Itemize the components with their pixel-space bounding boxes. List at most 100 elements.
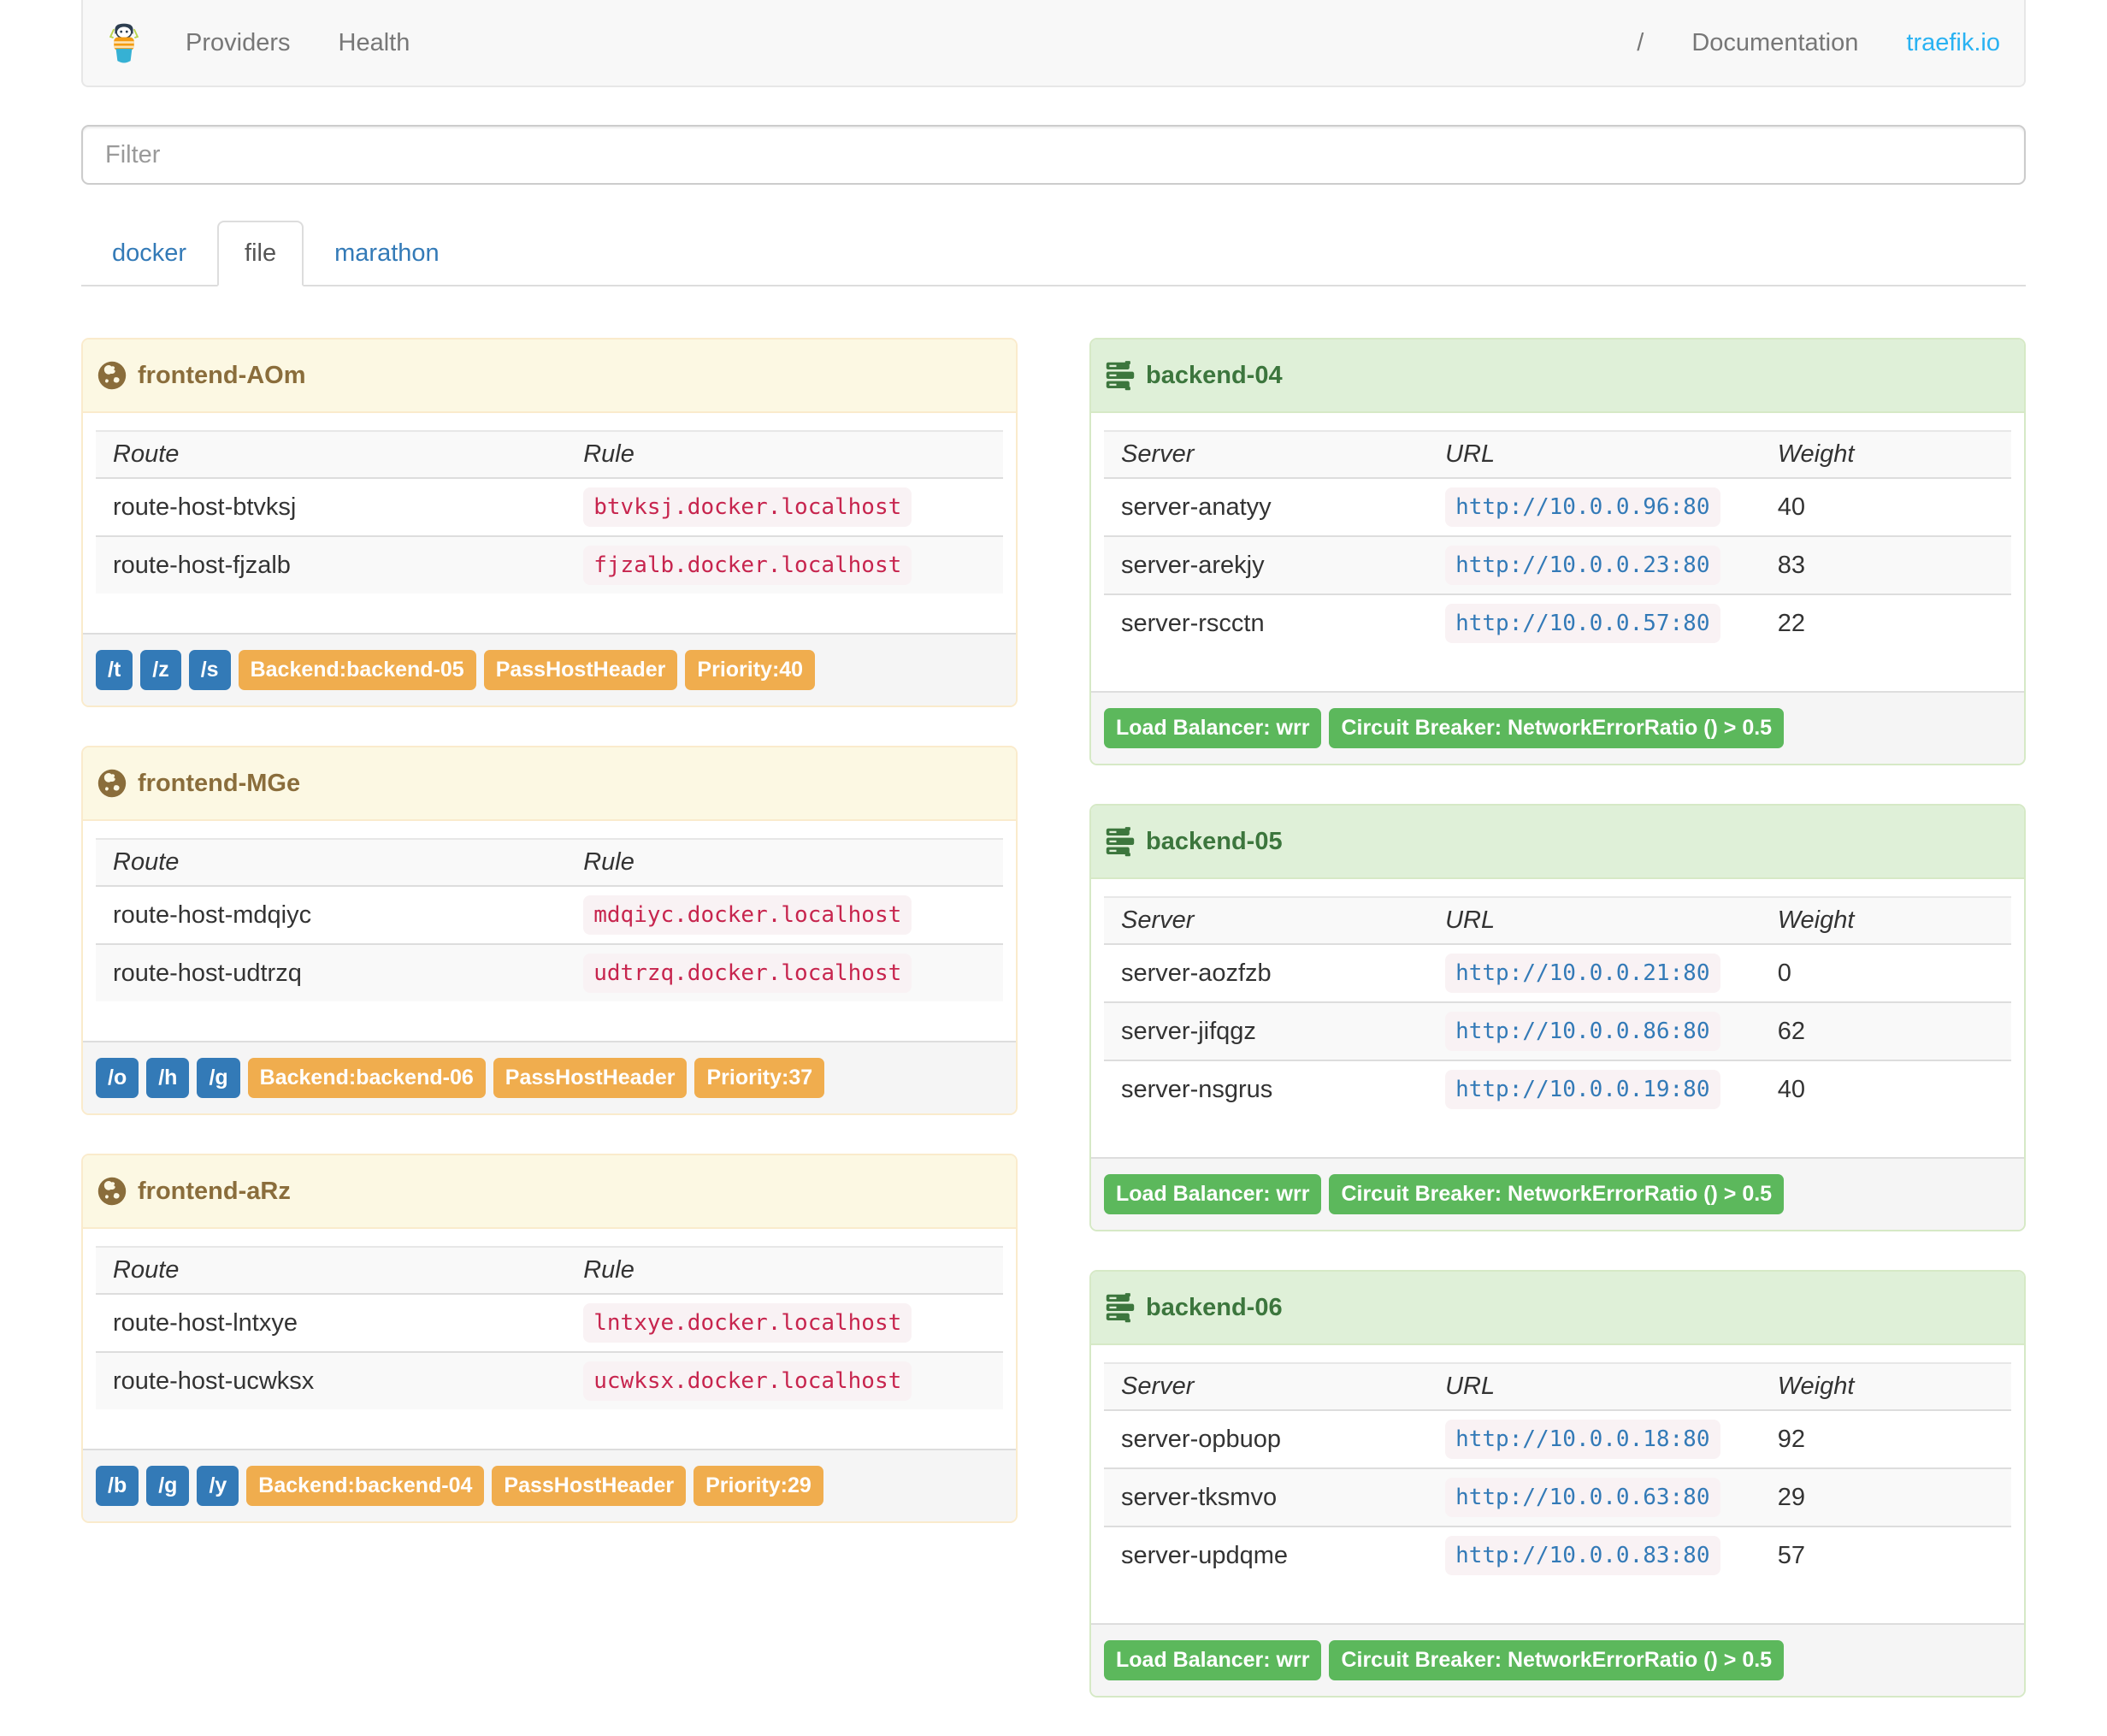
- frontend-tag-label: PassHostHeader: [493, 1058, 688, 1098]
- route-row: route-host-lntxye lntxye.docker.localhos…: [96, 1294, 1003, 1352]
- server-name-cell: server-updqme: [1121, 1541, 1289, 1569]
- route-row: route-host-mdqiyc mdqiyc.docker.localhos…: [96, 886, 1003, 944]
- server-column-header: Server: [1121, 440, 1195, 468]
- content-row: frontend-AOm Route Rule route-host-btvks…: [81, 338, 2026, 1736]
- server-row: server-arekjy http://10.0.0.23:80 83: [1104, 536, 2011, 594]
- server-row: server-nsgrus http://10.0.0.19:80 40: [1104, 1060, 2011, 1118]
- routes-table-body: route-host-mdqiyc mdqiyc.docker.localhos…: [96, 886, 1003, 1001]
- server-column-header: Server: [1121, 1373, 1195, 1400]
- frontend-tag-label: Priority:37: [694, 1058, 825, 1098]
- backend-tag-label: Circuit Breaker: NetworkErrorRatio () > …: [1329, 708, 1785, 748]
- entrypoint-label: /b: [96, 1466, 139, 1506]
- route-name-cell: route-host-udtrzq: [113, 959, 302, 987]
- backend-tag-label: Load Balancer: wrr: [1104, 1174, 1322, 1214]
- entrypoint-label: /t: [96, 650, 133, 690]
- filter-section: [81, 125, 2026, 185]
- route-column-header: Route: [113, 440, 180, 468]
- frontend-panel: frontend-AOm Route Rule route-host-btvks…: [81, 338, 1018, 707]
- server-url-link[interactable]: http://10.0.0.21:80: [1445, 954, 1720, 993]
- url-column-header: URL: [1445, 1373, 1496, 1400]
- server-rack-icon: [1106, 827, 1135, 857]
- rule-code-chip: fjzalb.docker.localhost: [583, 546, 912, 585]
- rule-code-chip: btvksj.docker.localhost: [583, 487, 912, 527]
- frontend-panel-header: frontend-MGe: [83, 747, 1016, 821]
- frontend-panel-header: frontend-AOm: [83, 340, 1016, 413]
- server-name-cell: server-tksmvo: [1121, 1483, 1278, 1511]
- routes-table: Route Rule route-host-lntxye lntxye.dock…: [96, 1246, 1003, 1409]
- tab-link-docker[interactable]: docker: [112, 239, 187, 267]
- frontend-panel-body: Route Rule route-host-btvksj btvksj.dock…: [83, 413, 1016, 633]
- rule-code-chip: udtrzq.docker.localhost: [583, 954, 912, 993]
- backend-title: backend-04: [1146, 361, 1283, 389]
- entrypoint-label: /g: [146, 1466, 190, 1506]
- servers-table: Server URL Weight server-opbuop http://1…: [1104, 1362, 2011, 1584]
- server-name-cell: server-jifqgz: [1121, 1017, 1256, 1045]
- server-rack-icon: [1106, 361, 1135, 391]
- server-url-link[interactable]: http://10.0.0.23:80: [1445, 546, 1720, 585]
- frontend-title: frontend-MGe: [138, 769, 301, 797]
- server-url-link[interactable]: http://10.0.0.63:80: [1445, 1478, 1720, 1517]
- weight-column-header: Weight: [1777, 906, 1855, 934]
- url-column-header: URL: [1445, 906, 1496, 934]
- servers-table-body: server-aozfzb http://10.0.0.21:80 0 serv…: [1104, 944, 2011, 1118]
- server-url-link[interactable]: http://10.0.0.57:80: [1445, 604, 1720, 643]
- frontend-tag-label: Backend:backend-06: [247, 1058, 486, 1098]
- entrypoint-label: /g: [197, 1058, 240, 1098]
- backend-panel-header: backend-05: [1091, 806, 2024, 879]
- tab-link-file[interactable]: file: [217, 221, 304, 286]
- tab-marathon: marathon: [307, 221, 467, 286]
- backend-panel: backend-05 Server URL Weight server-aozf…: [1089, 804, 2026, 1231]
- traefik-logo-link[interactable]: [83, 0, 162, 86]
- frontend-panel-header: frontend-aRz: [83, 1155, 1016, 1229]
- entrypoint-label: /h: [146, 1058, 190, 1098]
- backend-panel-footer: Load Balancer: wrr Circuit Breaker: Netwo…: [1091, 1157, 2024, 1230]
- nav-link-providers[interactable]: Providers: [186, 28, 291, 56]
- tab-link-marathon[interactable]: marathon: [334, 239, 440, 267]
- backends-column: backend-04 Server URL Weight server-anat…: [1089, 338, 2026, 1736]
- nav-link-documentation[interactable]: Documentation: [1691, 28, 1859, 56]
- provider-tabs: docker file marathon: [81, 221, 2026, 286]
- server-weight-cell: 83: [1777, 551, 1805, 579]
- backend-panel: backend-06 Server URL Weight server-opbu…: [1089, 1270, 2026, 1698]
- frontend-panel-footer: /b/g/y Backend:backend-04 PassHostHeader Pr…: [83, 1449, 1016, 1521]
- frontend-tag-label: Priority:40: [685, 650, 816, 690]
- server-url-link[interactable]: http://10.0.0.19:80: [1445, 1070, 1720, 1109]
- server-weight-cell: 92: [1777, 1425, 1805, 1453]
- nav-link-health[interactable]: Health: [338, 28, 410, 56]
- server-url-link[interactable]: http://10.0.0.83:80: [1445, 1536, 1720, 1575]
- globe-icon: [97, 769, 127, 798]
- nav-link-traefik-io[interactable]: traefik.io: [1906, 28, 2000, 56]
- routes-table-header-row: Route Rule: [96, 1247, 1003, 1294]
- server-weight-cell: 40: [1777, 493, 1805, 521]
- server-url-link[interactable]: http://10.0.0.18:80: [1445, 1420, 1720, 1459]
- frontend-title: frontend-AOm: [138, 361, 306, 389]
- navbar-left: Providers Health: [83, 0, 434, 86]
- server-row: server-rscctn http://10.0.0.57:80 22: [1104, 594, 2011, 652]
- backend-panel-footer: Load Balancer: wrr Circuit Breaker: Netwo…: [1091, 691, 2024, 764]
- frontend-panel-footer: /o/h/g Backend:backend-06 PassHostHeader Pr…: [83, 1041, 1016, 1113]
- server-row: server-opbuop http://10.0.0.18:80 92: [1104, 1410, 2011, 1468]
- server-url-link[interactable]: http://10.0.0.96:80: [1445, 487, 1720, 527]
- servers-table-header-row: Server URL Weight: [1104, 431, 2011, 478]
- route-name-cell: route-host-mdqiyc: [113, 900, 312, 929]
- routes-table-header-row: Route Rule: [96, 839, 1003, 886]
- server-name-cell: server-anatyy: [1121, 493, 1272, 521]
- rule-column-header: Rule: [583, 848, 634, 876]
- server-rack-icon: [1106, 1293, 1135, 1323]
- backend-panel-body: Server URL Weight server-aozfzb http://1…: [1091, 879, 2024, 1157]
- nav-link-root[interactable]: /: [1637, 28, 1644, 56]
- route-name-cell: route-host-fjzalb: [113, 551, 291, 579]
- route-column-header: Route: [113, 848, 180, 876]
- frontend-tag-label: PassHostHeader: [492, 1466, 687, 1506]
- filter-input[interactable]: [81, 125, 2026, 185]
- servers-table-body: server-anatyy http://10.0.0.96:80 40 ser…: [1104, 478, 2011, 652]
- globe-icon: [97, 1177, 127, 1206]
- server-column-header: Server: [1121, 906, 1195, 934]
- server-name-cell: server-rscctn: [1121, 609, 1265, 637]
- route-row: route-host-fjzalb fjzalb.docker.localhos…: [96, 536, 1003, 593]
- frontend-panel: frontend-MGe Route Rule route-host-mdqiy…: [81, 746, 1018, 1115]
- route-name-cell: route-host-lntxye: [113, 1308, 298, 1337]
- tab-docker: docker: [85, 221, 214, 286]
- server-url-link[interactable]: http://10.0.0.86:80: [1445, 1012, 1720, 1051]
- backend-tag-label: Load Balancer: wrr: [1104, 708, 1322, 748]
